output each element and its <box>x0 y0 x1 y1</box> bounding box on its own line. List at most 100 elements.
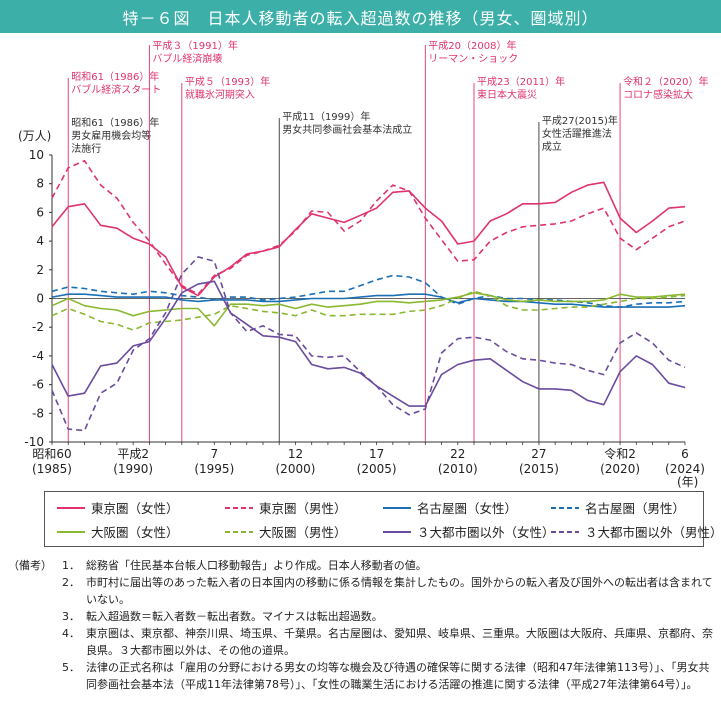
legend-item: ３大都市圏以外（女性） <box>383 522 555 541</box>
x-tick-label: 昭和60 <box>32 447 71 461</box>
y-tick-label: 2 <box>36 263 44 277</box>
series-line <box>51 290 686 331</box>
legend-label: 名古屋圏（女性） <box>417 501 518 516</box>
y-tick-label: -2 <box>32 320 44 334</box>
notes-heading <box>8 574 58 608</box>
x-tick-sublabel: (2015) <box>519 462 559 476</box>
series-line <box>51 159 686 296</box>
legend-label: 大阪圏（女性） <box>91 525 179 540</box>
legend-swatch <box>383 506 411 509</box>
event-label: 昭和61（1986）年 <box>71 70 159 83</box>
notes-heading <box>8 659 58 693</box>
event-label: 平成27(2015)年 <box>542 114 618 127</box>
event-label: 東日本大震災 <box>477 88 537 101</box>
x-tick-sublabel: (1995) <box>194 462 234 476</box>
y-tick-label: 6 <box>36 205 44 219</box>
event-label: 平成５（1993）年 <box>185 75 270 88</box>
x-axis-unit: (年) <box>677 475 698 489</box>
legend-item: 名古屋圏（女性） <box>383 498 517 517</box>
event-label: 女性活躍推進法 <box>542 127 612 140</box>
series-line <box>51 293 686 308</box>
event-label: コロナ感染拡大 <box>623 88 693 101</box>
x-tick-label: 12 <box>288 447 303 461</box>
series-line <box>51 256 686 432</box>
x-tick-label: 6 <box>681 447 689 461</box>
legend-item: 名古屋圏（男性） <box>551 498 685 517</box>
legend-swatch <box>551 506 579 509</box>
y-tick-label: 8 <box>36 177 44 191</box>
note-number: 1． <box>62 559 80 572</box>
event-label: 法施行 <box>71 142 101 155</box>
note-text: 総務省「住民基本台帳人口移動報告」より作成。日本人移動者の値。 <box>86 559 427 572</box>
series-layer <box>51 159 686 432</box>
note-text: 転入超過数＝転入者数－転出者数。マイナスは転出超過数。 <box>86 610 383 623</box>
y-tick-label: -4 <box>32 349 44 363</box>
y-tick-label: 0 <box>36 292 44 306</box>
x-tick-sublabel: (2005) <box>357 462 397 476</box>
axis-layer: (万人)(年)1086420-2-4-6-8-10昭和60(1985)平成2(1… <box>18 129 705 489</box>
x-tick-sublabel: (2024) <box>665 462 705 476</box>
event-label: 就職氷河期突入 <box>185 88 255 101</box>
legend-swatch <box>57 530 85 533</box>
legend-label: 東京圏（男性） <box>259 501 347 516</box>
legend-label: ３大都市圏以外（女性） <box>417 525 555 540</box>
x-tick-sublabel: (2020) <box>600 462 640 476</box>
legend-item: 大阪圏（女性） <box>57 522 179 541</box>
y-tick-label: -8 <box>32 406 44 420</box>
event-label: 令和２（2020）年 <box>623 75 708 88</box>
legend-label: ３大都市圏以外（男性） <box>585 525 721 540</box>
note-text: 法律の正式名称は「雇用の分野における男女の均等な機会及び待遇の確保等に関する法律… <box>86 661 710 691</box>
event-label: 平成３（1991）年 <box>152 39 237 52</box>
event-label: 平成11（1999）年 <box>282 110 370 123</box>
x-tick-label: 27 <box>531 447 546 461</box>
legend-item: 大阪圏（男性） <box>225 522 347 541</box>
notes-heading: （備考） <box>8 559 52 572</box>
note-item: 3． 転入超過数＝転入者数－転出者数。マイナスは転出超過数。 <box>8 608 714 625</box>
x-tick-sublabel: (1990) <box>113 462 153 476</box>
x-tick-label: 令和2 <box>604 446 636 461</box>
note-number: 3． <box>62 610 80 623</box>
note-item: 2． 市町村に届出等のあった転入者の日本国内の移動に係る情報を集計したもの。国外か… <box>8 574 714 608</box>
y-tick-label: 10 <box>29 148 44 162</box>
x-tick-label: 17 <box>369 447 384 461</box>
event-label: 昭和61（1986）年 <box>71 116 159 129</box>
legend-swatch <box>225 506 253 509</box>
chart-title: 特－６図 日本人移動者の転入超過数の推移（男女、圏域別） <box>0 0 721 33</box>
event-label: 平成23（2011）年 <box>477 75 565 88</box>
event-label: 男女雇用機会均等 <box>71 129 151 142</box>
y-tick-label: -10 <box>24 435 44 449</box>
legend-swatch <box>551 530 579 533</box>
x-tick-label: 平成2 <box>117 447 149 461</box>
note-text: 市町村に届出等のあった転入者の日本国内の移動に係る情報を集計したもの。国外からの… <box>86 576 713 606</box>
notes-heading <box>8 608 58 625</box>
annotation-layer: 昭和61（1986）年バブル経済スタート昭和61（1986）年男女雇用機会均等法… <box>67 39 709 442</box>
chart-legend: 東京圏（女性） 東京圏（男性） 名古屋圏（女性） 名古屋圏（男性） 大阪圏（女性） 大阪圏… <box>44 491 721 547</box>
note-item: 5． 法律の正式名称は「雇用の分野における男女の均等な機会及び待遇の確保等に関する… <box>8 659 714 693</box>
legend-swatch <box>383 530 411 533</box>
legend-swatch <box>225 530 253 533</box>
legend-item: 東京圏（男性） <box>225 498 347 517</box>
legend-swatch <box>57 506 85 509</box>
note-number: 5． <box>62 661 80 674</box>
series-line <box>51 291 686 327</box>
line-chart: 昭和61（1986）年バブル経済スタート昭和61（1986）年男女雇用機会均等法… <box>18 39 709 489</box>
x-tick-sublabel: (2010) <box>438 462 478 476</box>
event-label: リーマン・ショック <box>428 53 518 65</box>
x-tick-sublabel: (1985) <box>32 462 72 476</box>
x-tick-sublabel: (2000) <box>276 462 316 476</box>
note-item: 4． 東京圏は、東京都、神奈川県、埼玉県、千葉県。名古屋圏は、愛知県、岐阜県、三重… <box>8 625 714 659</box>
series-line <box>51 280 686 407</box>
event-label: 成立 <box>542 140 562 153</box>
x-tick-label: 22 <box>450 447 465 461</box>
legend-label: 東京圏（女性） <box>91 501 179 516</box>
series-line <box>51 181 686 297</box>
legend-item: ３大都市圏以外（男性） <box>551 522 721 541</box>
note-item: （備考） 1． 総務省「住民基本台帳人口移動報告」より作成。日本人移動者の値。 <box>8 557 714 574</box>
